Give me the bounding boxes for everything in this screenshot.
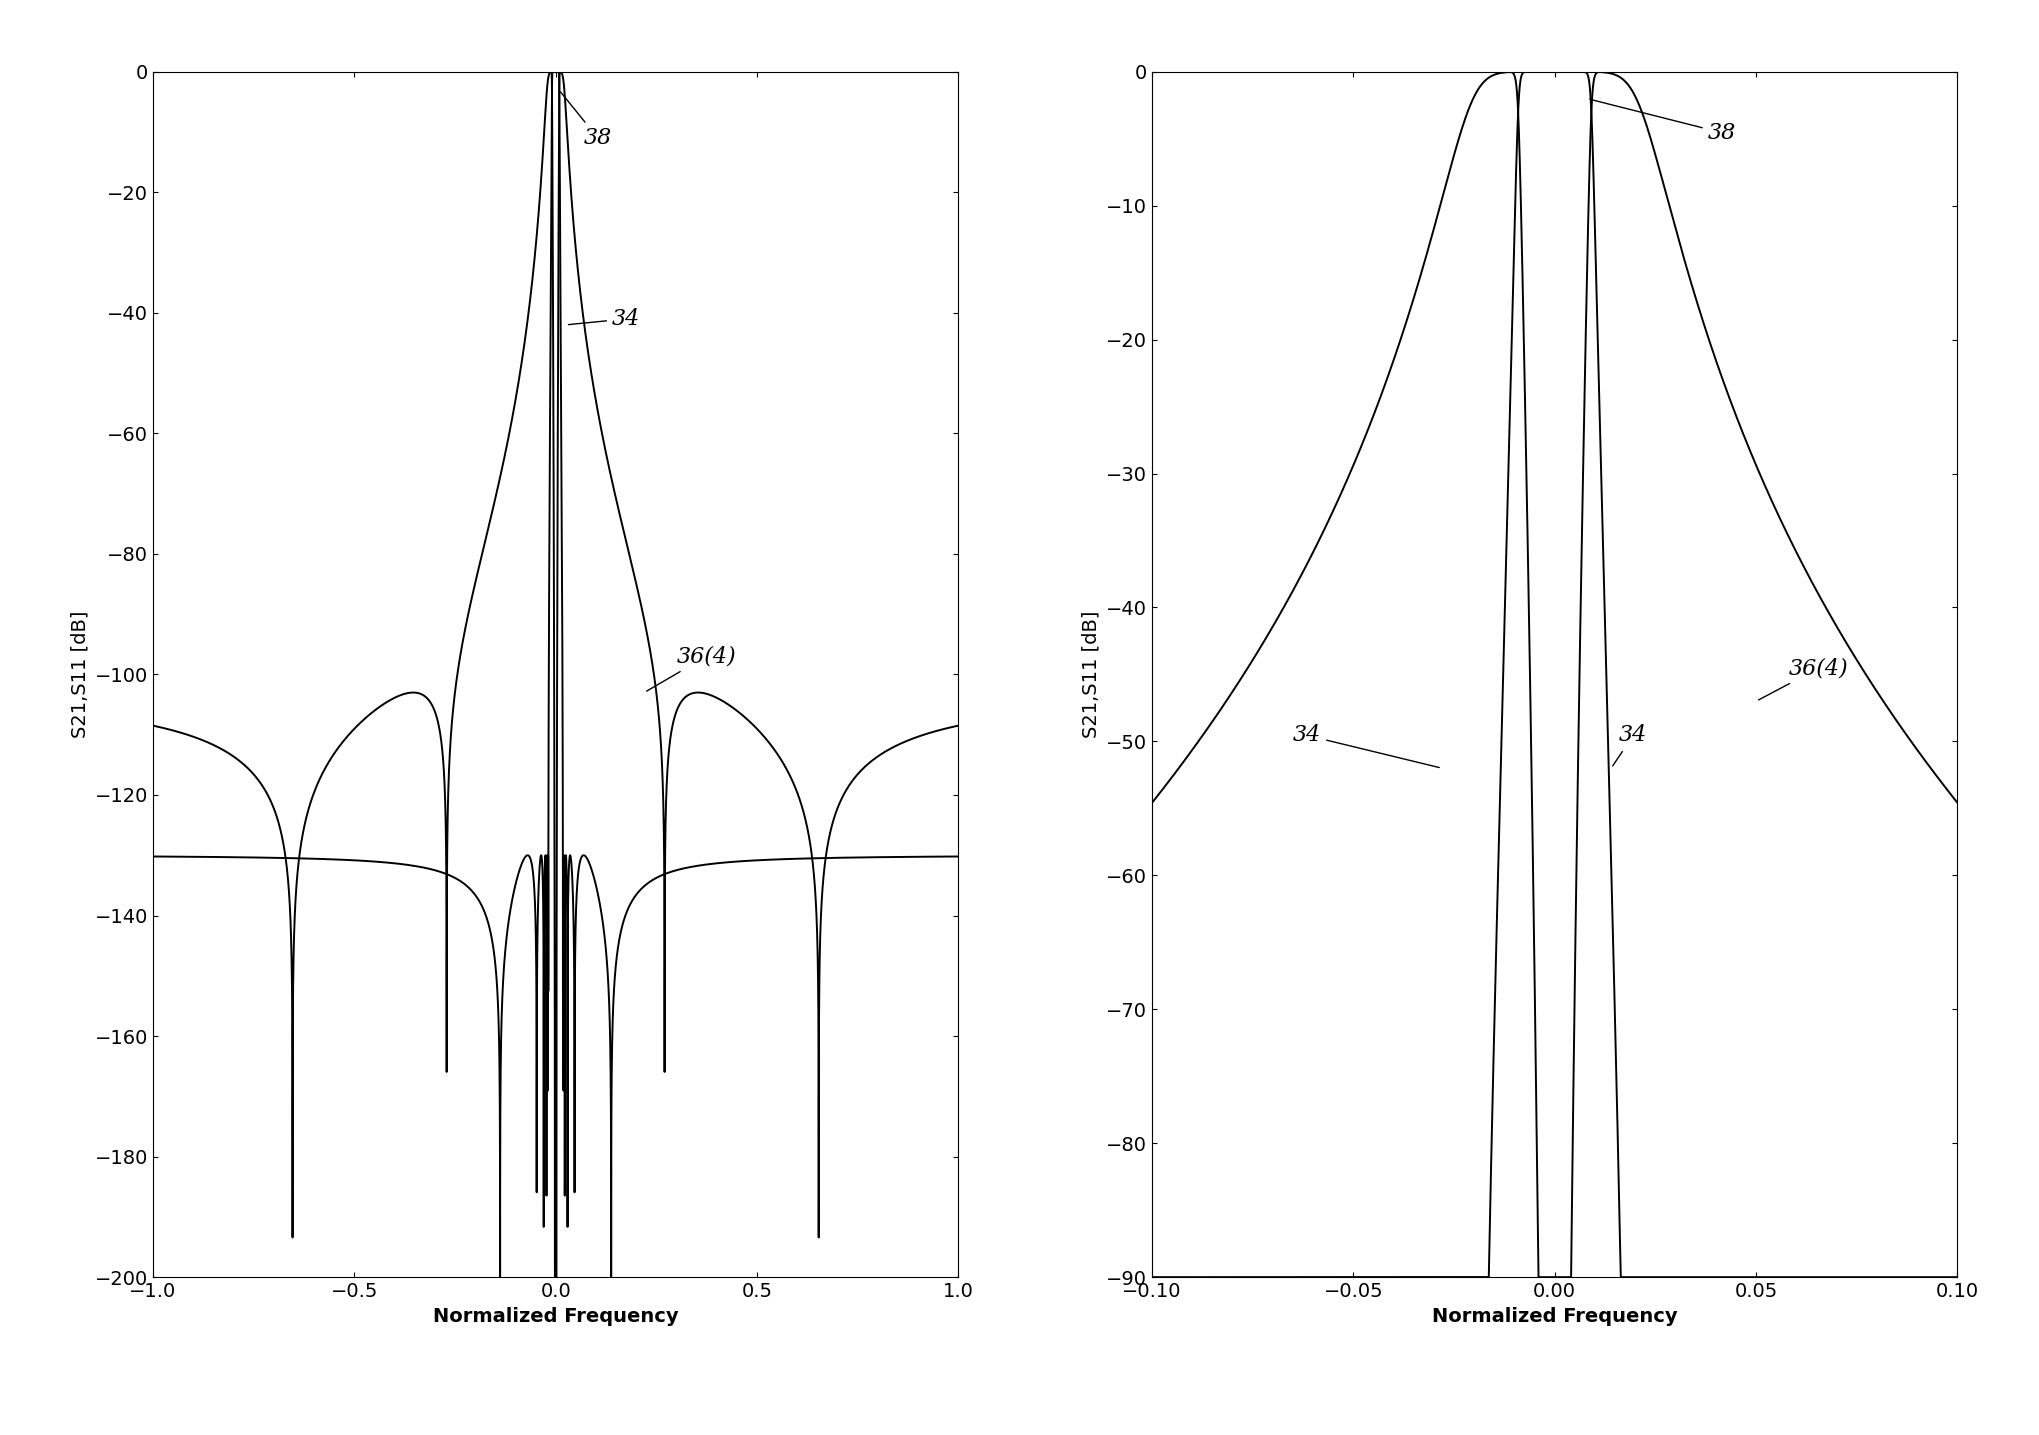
Y-axis label: S21,S11 [dB]: S21,S11 [dB] <box>69 611 90 738</box>
Text: 34: 34 <box>1613 725 1648 766</box>
Text: 36(4): 36(4) <box>1758 657 1847 700</box>
Text: 34: 34 <box>1293 725 1440 768</box>
X-axis label: Normalized Frequency: Normalized Frequency <box>432 1306 679 1326</box>
X-axis label: Normalized Frequency: Normalized Frequency <box>1431 1306 1678 1326</box>
Text: 38: 38 <box>561 92 612 149</box>
Y-axis label: S21,S11 [dB]: S21,S11 [dB] <box>1081 611 1101 738</box>
Text: 38: 38 <box>1590 99 1735 144</box>
Text: 34: 34 <box>569 309 640 330</box>
Text: 36(4): 36(4) <box>646 646 736 692</box>
